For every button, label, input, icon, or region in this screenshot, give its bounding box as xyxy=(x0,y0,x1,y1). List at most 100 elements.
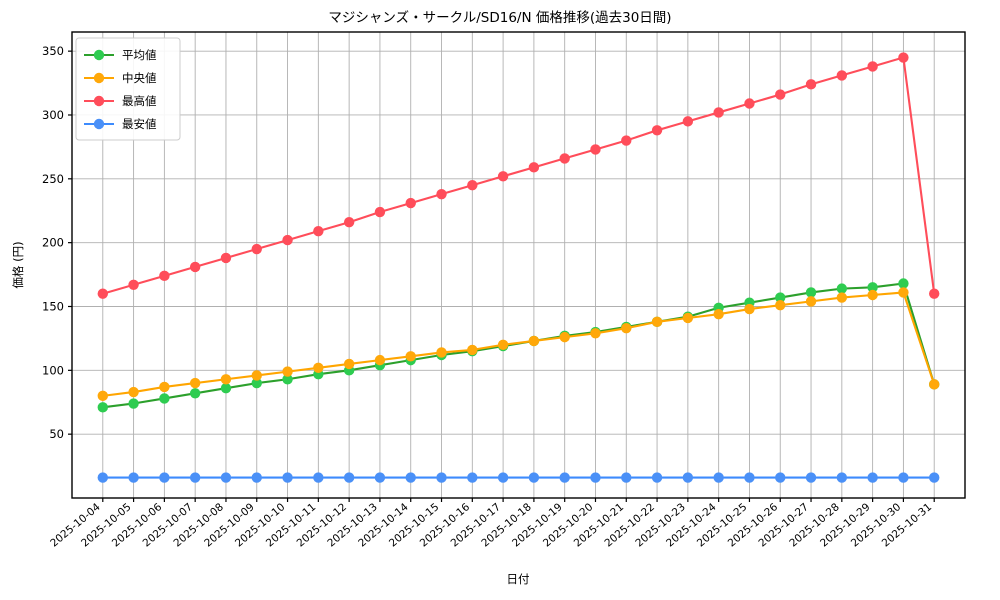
data-point xyxy=(159,270,170,282)
data-point xyxy=(836,283,848,294)
data-point xyxy=(405,351,416,362)
data-point xyxy=(159,381,170,393)
data-point xyxy=(128,386,139,398)
data-point xyxy=(189,261,201,273)
data-point xyxy=(220,383,232,394)
y-tick-label: 300 xyxy=(42,108,64,122)
legend-label[interactable]: 中央値 xyxy=(122,71,157,85)
data-point xyxy=(898,52,909,63)
data-point xyxy=(159,393,170,404)
data-point xyxy=(405,472,416,483)
data-point xyxy=(929,288,940,299)
data-point xyxy=(313,472,324,483)
legend-marker xyxy=(93,95,105,107)
series-2 xyxy=(97,287,940,402)
data-point xyxy=(805,472,817,483)
chart-title: マジシャンズ・サークル/SD16/N 価格推移(過去30日間) xyxy=(328,10,671,26)
data-point xyxy=(867,282,878,293)
series-4 xyxy=(97,472,940,483)
data-point xyxy=(528,472,540,483)
legend-marker xyxy=(93,49,105,61)
data-point xyxy=(159,472,170,483)
data-point xyxy=(528,162,540,173)
data-point xyxy=(559,472,570,483)
data-point xyxy=(128,472,139,483)
data-point xyxy=(189,388,201,399)
data-point xyxy=(744,472,755,483)
data-point xyxy=(775,89,786,100)
data-point xyxy=(836,292,848,303)
data-point xyxy=(497,171,509,182)
plot-background xyxy=(72,32,965,498)
data-point xyxy=(405,197,416,209)
data-point xyxy=(775,472,786,483)
y-axis-label: 価格 (円) xyxy=(11,241,25,288)
data-point xyxy=(220,472,232,483)
data-point xyxy=(805,296,817,307)
data-point xyxy=(590,328,601,339)
legend-marker xyxy=(93,72,105,84)
data-point xyxy=(282,234,293,246)
data-point xyxy=(251,377,262,389)
data-point xyxy=(775,292,786,303)
y-tick-label: 100 xyxy=(42,363,64,377)
data-point xyxy=(805,79,817,90)
data-point xyxy=(343,217,355,228)
data-point xyxy=(282,472,293,483)
y-tick-label: 150 xyxy=(42,299,64,313)
y-tick-label: 350 xyxy=(42,44,64,58)
data-point xyxy=(97,402,108,413)
data-point xyxy=(313,225,324,237)
data-point xyxy=(251,472,262,483)
legend-label[interactable]: 最高値 xyxy=(122,94,157,108)
data-point xyxy=(282,374,293,385)
data-point xyxy=(497,472,509,483)
data-point xyxy=(744,98,755,109)
data-point xyxy=(682,116,694,127)
data-point xyxy=(898,287,909,298)
legend-label[interactable]: 平均値 xyxy=(122,48,157,62)
data-point xyxy=(651,316,663,328)
data-point xyxy=(867,472,878,483)
data-point xyxy=(374,354,386,366)
data-point xyxy=(744,303,755,315)
data-point xyxy=(867,289,878,301)
data-point xyxy=(836,70,848,81)
axis-spines xyxy=(71,31,966,499)
data-point xyxy=(651,125,663,136)
legend-label[interactable]: 最安値 xyxy=(122,117,157,131)
data-point xyxy=(374,472,386,483)
legend-background xyxy=(75,37,181,141)
data-point xyxy=(436,188,447,200)
data-point xyxy=(343,472,355,483)
series-line xyxy=(101,291,936,397)
data-point xyxy=(128,398,139,409)
data-point xyxy=(128,279,139,290)
data-point xyxy=(713,472,724,483)
data-point xyxy=(621,472,632,483)
data-point xyxy=(343,358,355,370)
data-point xyxy=(775,300,786,311)
data-point xyxy=(621,135,632,146)
series-line xyxy=(101,56,936,295)
data-point xyxy=(713,308,724,320)
data-point xyxy=(467,344,478,356)
data-series-layer xyxy=(97,52,940,483)
data-point xyxy=(898,278,909,289)
data-point xyxy=(220,374,232,385)
data-point xyxy=(467,472,478,483)
data-point xyxy=(97,472,108,483)
data-point xyxy=(528,335,540,347)
data-point xyxy=(590,144,601,155)
data-point xyxy=(590,472,601,483)
data-point xyxy=(621,322,632,334)
legend-marker xyxy=(93,118,105,130)
data-point xyxy=(898,472,909,483)
y-tick-label: 200 xyxy=(42,236,64,250)
data-point xyxy=(929,472,940,483)
data-point xyxy=(713,107,724,118)
data-point xyxy=(374,206,386,218)
data-point xyxy=(805,287,817,298)
series-3 xyxy=(97,52,940,299)
